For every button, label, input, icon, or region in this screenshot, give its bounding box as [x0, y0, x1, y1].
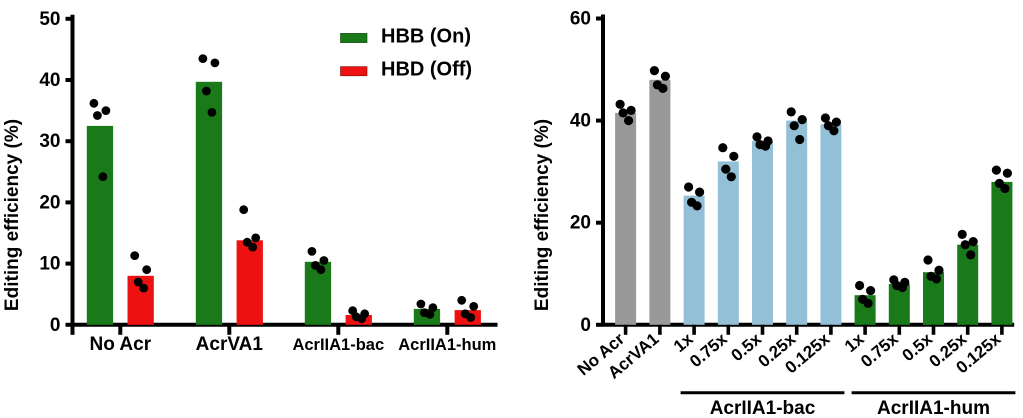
svg-text:HBD (Off): HBD (Off) — [381, 59, 472, 81]
svg-text:Editing efficiency (%): Editing efficiency (%) — [532, 119, 553, 311]
svg-text:0.75x: 0.75x — [857, 329, 902, 371]
svg-text:AcrIIA1-bac: AcrIIA1-bac — [292, 336, 384, 354]
svg-text:AcrIIA1-hum: AcrIIA1-hum — [877, 398, 990, 418]
svg-text:50: 50 — [39, 9, 60, 30]
svg-text:AcrVA1: AcrVA1 — [196, 334, 264, 355]
svg-text:20: 20 — [570, 213, 591, 234]
svg-text:60: 60 — [570, 9, 591, 30]
svg-text:0.75x: 0.75x — [686, 329, 731, 371]
svg-text:Editing efficiency (%): Editing efficiency (%) — [2, 119, 23, 311]
svg-text:0: 0 — [50, 315, 61, 336]
svg-text:AcrIIA1-hum: AcrIIA1-hum — [398, 336, 496, 354]
svg-text:40: 40 — [570, 111, 591, 132]
svg-text:30: 30 — [39, 131, 60, 152]
svg-text:40: 40 — [39, 70, 60, 91]
svg-text:No Acr: No Acr — [90, 334, 152, 355]
svg-text:10: 10 — [39, 254, 60, 275]
svg-text:HBB (On): HBB (On) — [381, 26, 471, 48]
svg-text:0: 0 — [580, 315, 591, 336]
svg-text:20: 20 — [39, 192, 60, 213]
svg-text:AcrIIA1-bac: AcrIIA1-bac — [710, 398, 816, 418]
